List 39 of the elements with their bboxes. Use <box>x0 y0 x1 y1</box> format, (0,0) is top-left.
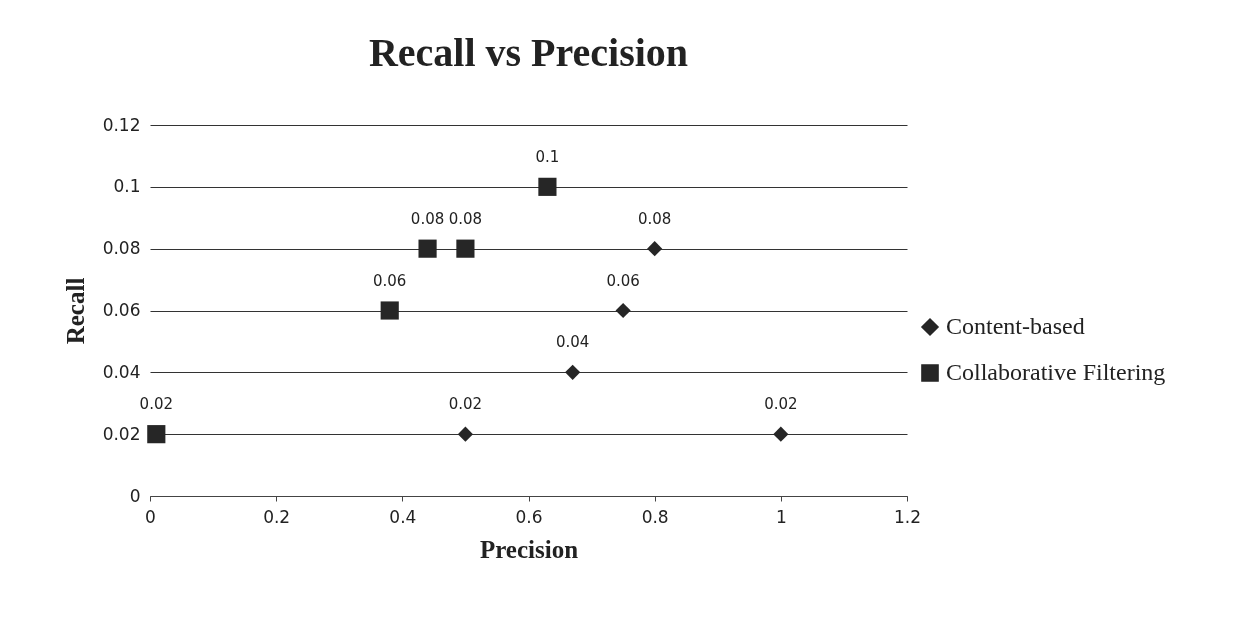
x-tick-label: 0.2 <box>263 506 291 527</box>
point <box>773 426 789 442</box>
point <box>456 239 475 258</box>
y-tick-label: 0.04 <box>102 361 141 382</box>
data-label: 0.02 <box>139 395 174 414</box>
x-tick-label: 0.4 <box>389 506 417 527</box>
x-tick-label: 0.6 <box>515 506 543 527</box>
y-tick-label: 0.08 <box>102 238 141 259</box>
y-tick-label: 0.1 <box>113 176 141 197</box>
data-label: 0.06 <box>606 271 640 290</box>
point <box>565 364 581 380</box>
y-axis-title: Recall <box>61 277 89 345</box>
y-tick-label: 0.06 <box>102 300 141 320</box>
data-label: 0.08 <box>637 209 672 228</box>
y-tick-label: 0.12 <box>102 114 141 135</box>
data-label: 0.02 <box>448 395 483 414</box>
point <box>380 301 399 320</box>
data-label: 0.06 <box>373 271 407 290</box>
point <box>147 425 166 444</box>
data-label: 0.08 <box>410 209 445 228</box>
x-axis-title: Precision <box>479 535 579 563</box>
x-tick-label: 1.2 <box>893 506 922 527</box>
point <box>647 241 663 257</box>
y-tick-label: 0.02 <box>102 423 141 444</box>
point <box>538 177 557 196</box>
x-tick-label: 0 <box>145 506 156 527</box>
data-label: 0.04 <box>555 333 590 352</box>
data-label: 0.08 <box>448 209 483 228</box>
legend-label: Content-based <box>946 313 1085 339</box>
point <box>457 426 473 442</box>
y-tick-label: 0 <box>129 485 141 506</box>
point <box>418 239 437 258</box>
data-label: 0.1 <box>535 147 560 166</box>
x-tick-label: 1 <box>775 506 787 527</box>
data-label: 0.02 <box>764 395 798 414</box>
chart-title: Recall vs Precision <box>368 30 689 75</box>
x-tick-label: 0.8 <box>641 506 669 527</box>
point <box>615 302 631 319</box>
legend-label: Collaborative Filtering <box>946 359 1166 385</box>
